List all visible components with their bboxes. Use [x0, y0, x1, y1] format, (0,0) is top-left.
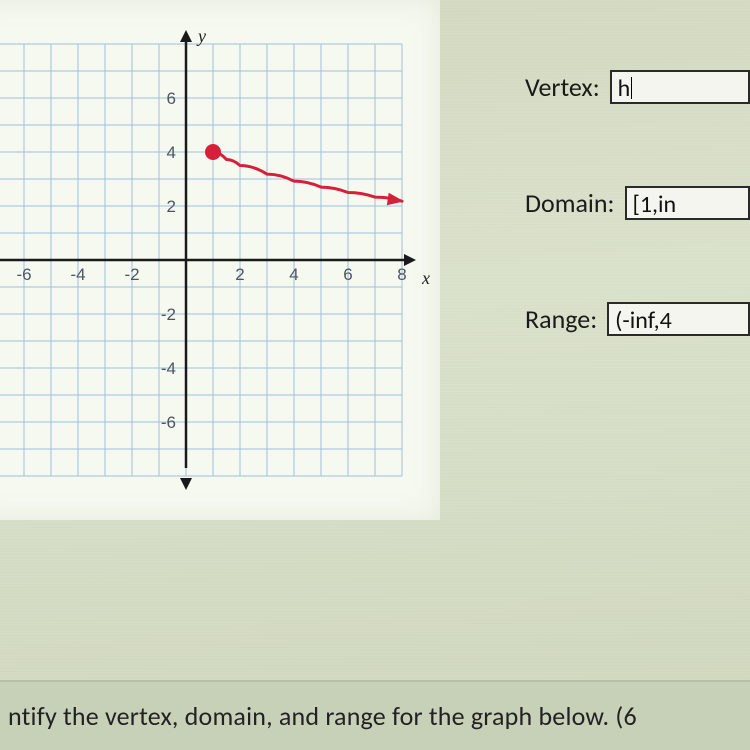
domain-input[interactable]: [1,in: [625, 186, 750, 220]
svg-text:-4: -4: [70, 265, 85, 284]
svg-text:2: 2: [235, 265, 244, 284]
range-input[interactable]: (-inf,4: [607, 302, 750, 336]
svg-text:8: 8: [397, 265, 406, 284]
svg-text:4: 4: [289, 265, 298, 284]
range-label: Range:: [525, 303, 597, 335]
svg-text:-2: -2: [161, 305, 176, 324]
domain-value: [1,in: [633, 190, 677, 219]
range-row: Range: (-inf,4: [525, 302, 750, 336]
svg-text:-6: -6: [16, 265, 31, 284]
vertex-label: Vertex:: [525, 71, 600, 103]
graph-panel: -6 -4 -2 2 4 6 8 -6 -4 -2 2 4 6 x y: [0, 0, 440, 520]
svg-text:-4: -4: [161, 359, 176, 378]
text-cursor: [631, 77, 632, 99]
instruction-bar: ntify the vertex, domain, and range for …: [0, 680, 750, 750]
svg-text:6: 6: [343, 265, 352, 284]
vertex-input[interactable]: h: [610, 70, 750, 104]
svg-text:-6: -6: [161, 413, 176, 432]
svg-text:2: 2: [167, 197, 176, 216]
svg-text:x: x: [421, 268, 430, 288]
vertex-row: Vertex: h: [525, 70, 750, 104]
answer-fields: Vertex: h Domain: [1,in Range: (-inf,4: [525, 70, 750, 418]
vertex-value: h: [618, 74, 631, 103]
svg-text:4: 4: [167, 143, 176, 162]
range-value: (-inf,4: [615, 306, 672, 335]
instruction-text: ntify the vertex, domain, and range for …: [8, 700, 637, 732]
coordinate-graph: -6 -4 -2 2 4 6 8 -6 -4 -2 2 4 6 x y: [0, 0, 440, 520]
domain-label: Domain:: [525, 187, 615, 219]
svg-text:6: 6: [167, 89, 176, 108]
svg-text:y: y: [196, 26, 206, 46]
svg-text:-2: -2: [124, 265, 139, 284]
page-root: -6 -4 -2 2 4 6 8 -6 -4 -2 2 4 6 x y Vertex: h Domain: …: [0, 0, 750, 750]
domain-row: Domain: [1,in: [525, 186, 750, 220]
